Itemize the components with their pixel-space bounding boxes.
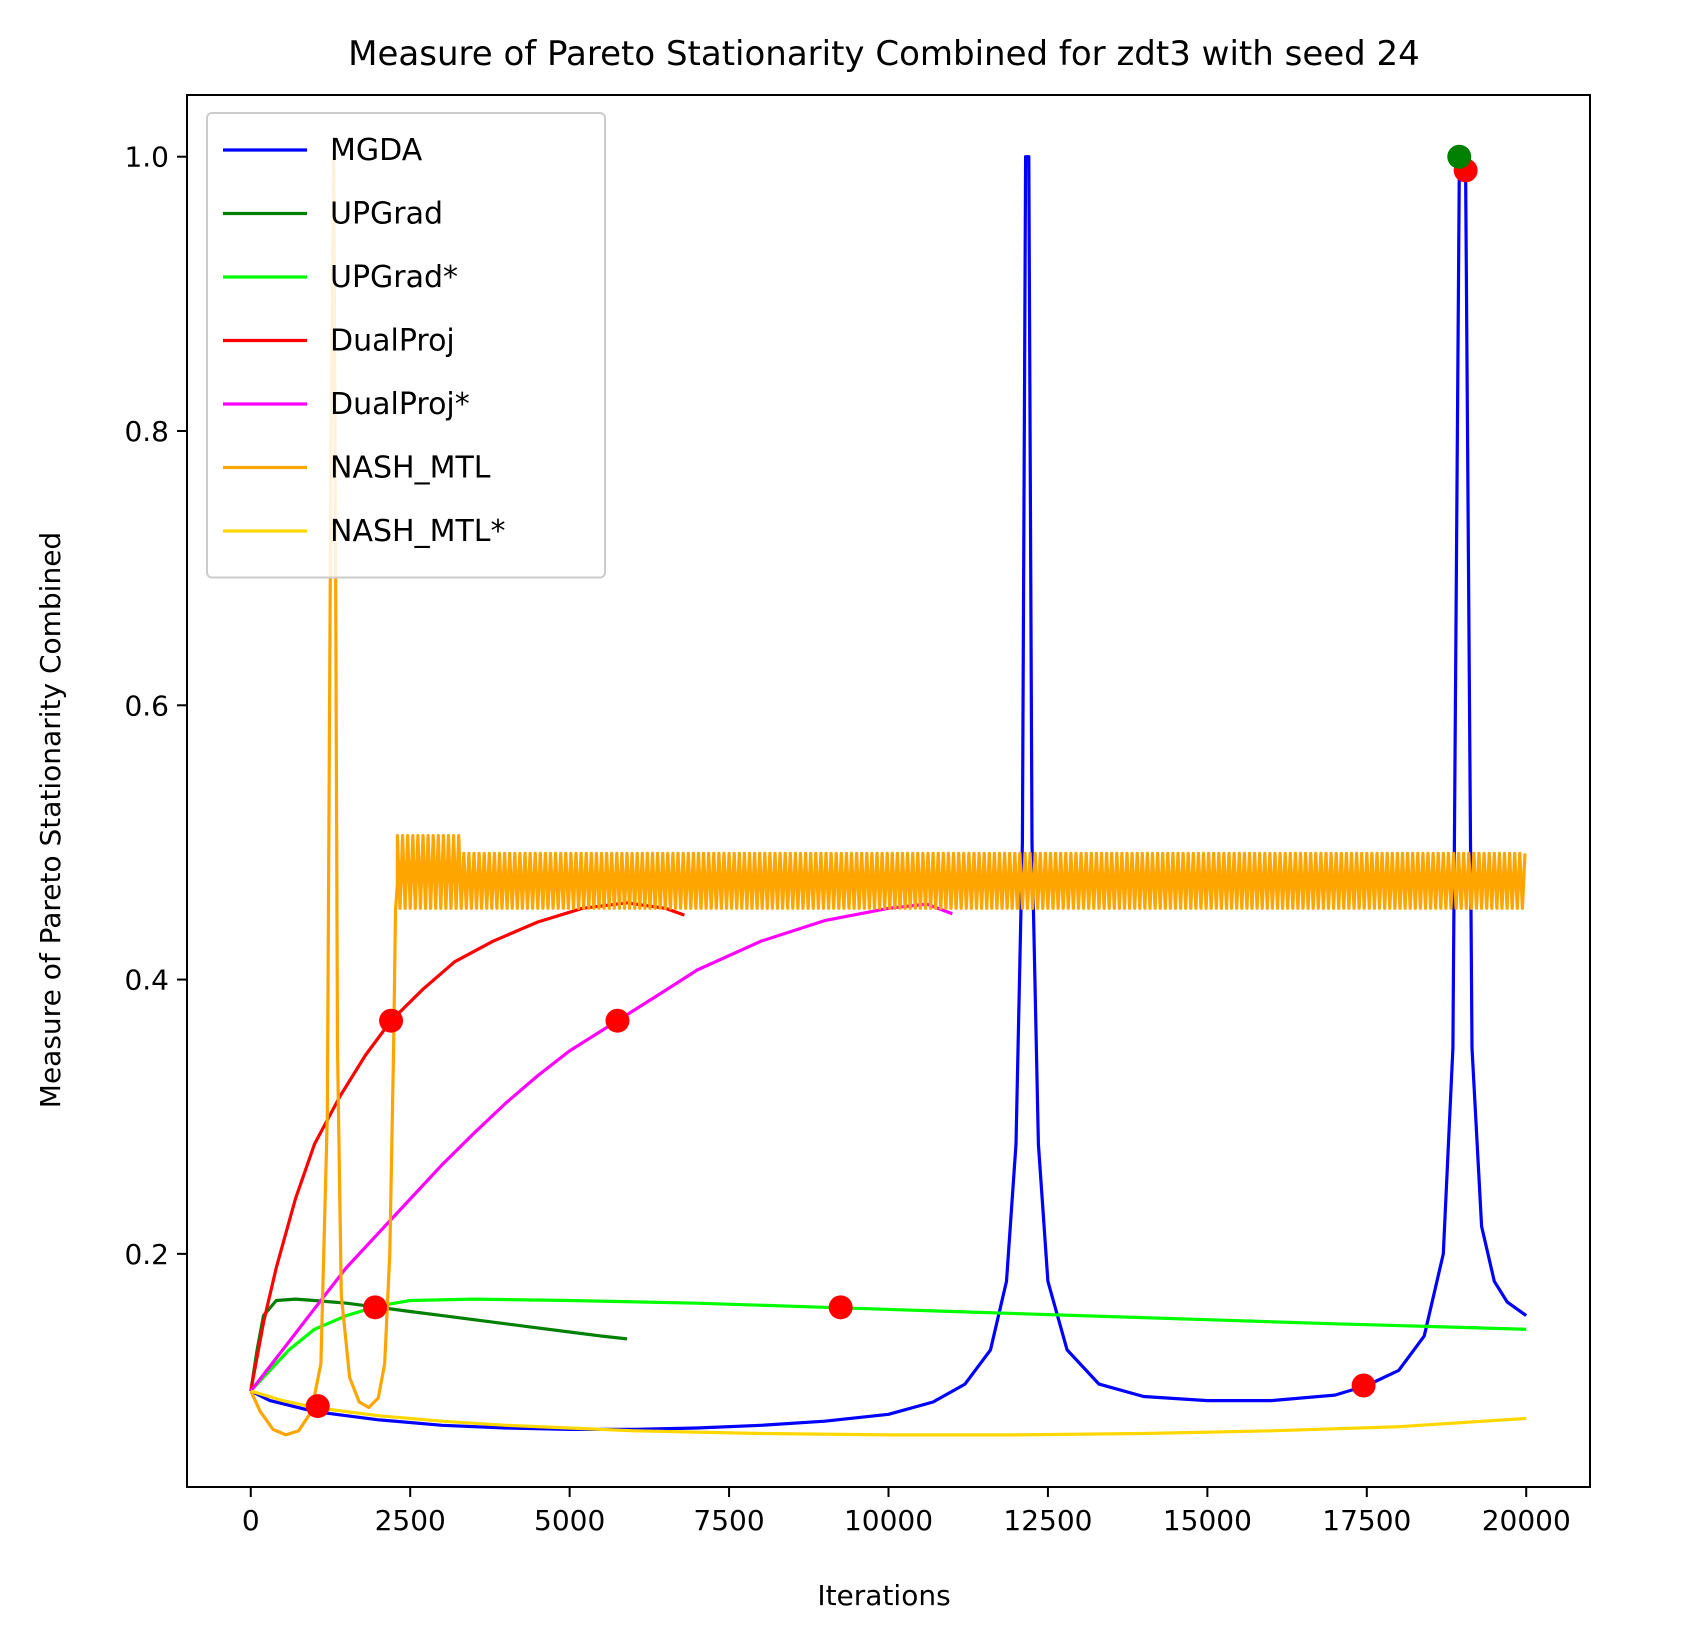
- x-tick-label: 15000: [1163, 1504, 1252, 1537]
- series-line-nash-mtl-: [250, 1389, 1527, 1437]
- y-axis-label: Measure of Pareto Stationarity Combined: [34, 532, 67, 1108]
- x-tick-label: 12500: [1003, 1504, 1092, 1537]
- chart-title: Measure of Pareto Stationarity Combined …: [348, 34, 1420, 74]
- x-tick-label: 20000: [1482, 1504, 1571, 1537]
- x-tick-label: 5000: [534, 1504, 605, 1537]
- series-line-upgrad: [249, 1297, 628, 1392]
- marker-point-1: [305, 1394, 330, 1419]
- legend-label: DualProj*: [330, 387, 470, 422]
- legend-label: NASH_MTL*: [330, 514, 506, 549]
- marker-point-5: [828, 1295, 853, 1320]
- series-lines: [249, 155, 1528, 1437]
- x-axis-label: Iterations: [817, 1579, 950, 1612]
- legend-label: DualProj: [330, 324, 455, 359]
- x-tick-label: 0: [242, 1504, 260, 1537]
- marker-point-4: [605, 1008, 630, 1033]
- marker-point-2: [363, 1295, 388, 1320]
- series-line-upgrad-: [249, 1297, 1527, 1393]
- y-tick-label: 0.4: [124, 964, 169, 997]
- x-tick-label: 2500: [375, 1504, 446, 1537]
- legend: MGDA UPGrad UPGrad* DualProj DualProj* NASH_M…: [206, 112, 606, 579]
- series-line-nash-mtl: [249, 155, 1527, 1437]
- legend-label: UPGrad: [330, 197, 443, 232]
- legend-label: NASH_MTL: [330, 451, 491, 486]
- y-tick-label: 0.6: [124, 689, 169, 722]
- y-tick-label: 0.8: [124, 415, 169, 448]
- legend-label: MGDA: [330, 133, 423, 168]
- marker-point-3: [379, 1008, 404, 1033]
- marker-point-6: [1351, 1373, 1376, 1398]
- legend-label: UPGrad*: [330, 260, 458, 295]
- axes: 0 2500 5000 7500 10000 12500 15000 17500 20000 0.…: [124, 94, 1591, 1537]
- x-tick-label: 17500: [1322, 1504, 1411, 1537]
- y-tick-label: 1.0: [124, 141, 169, 174]
- y-tick-label: 0.2: [124, 1238, 169, 1271]
- x-tick-label: 7500: [693, 1504, 764, 1537]
- plot-area: [249, 144, 1528, 1437]
- series-line-dualproj-: [249, 902, 953, 1392]
- x-tick-label: 10000: [844, 1504, 933, 1537]
- marker-point-8: [1447, 144, 1472, 169]
- legend-box: [206, 112, 606, 579]
